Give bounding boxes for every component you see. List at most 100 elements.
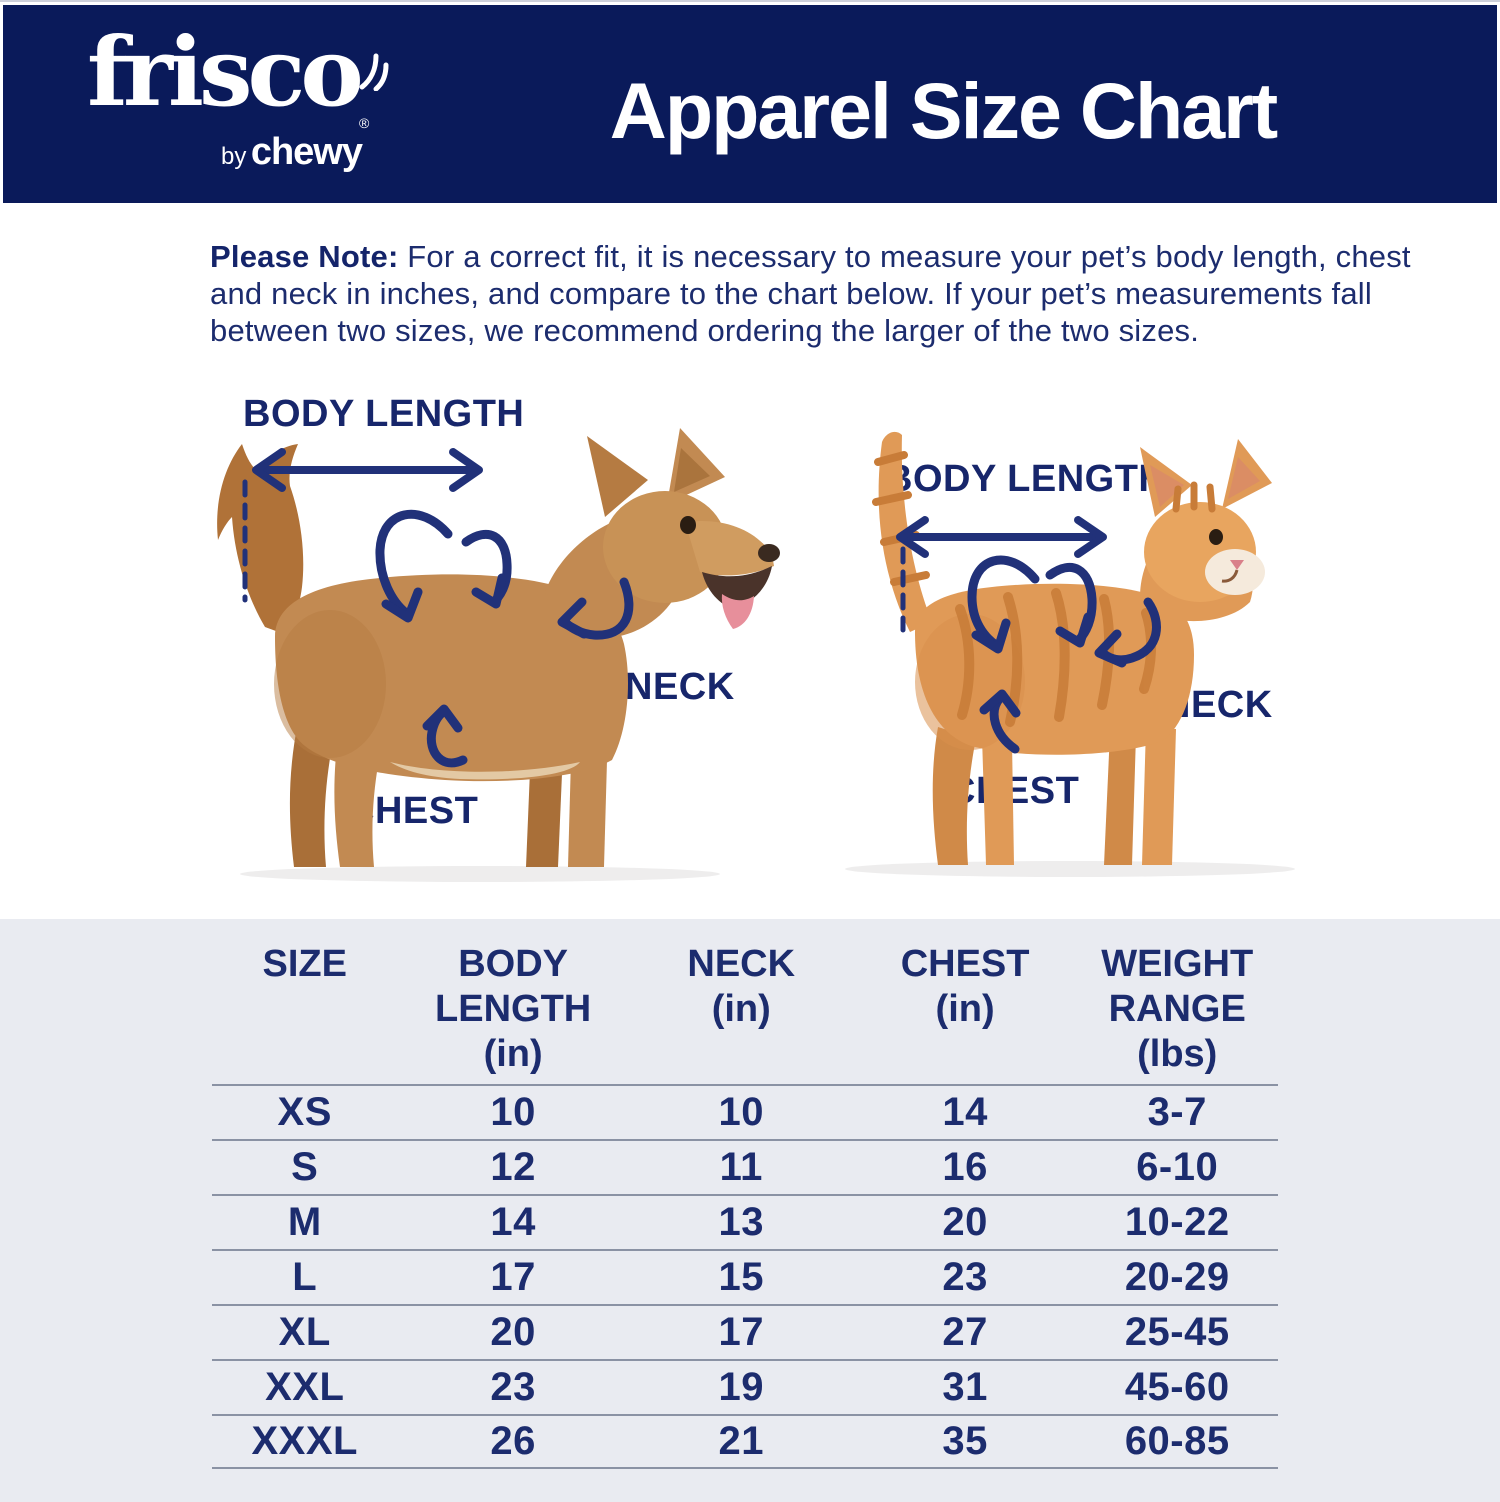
dog-ear-inner [674, 448, 710, 492]
cell-chest: 31 [942, 1365, 988, 1409]
cat-eye [1209, 529, 1223, 545]
cell-chest: 27 [942, 1310, 988, 1354]
cat-front-leg-far [1104, 732, 1136, 865]
cell-weight-range: 6-10 [1136, 1145, 1219, 1189]
column-header-weight-range: WEIGHT RANGE (lbs) [1101, 943, 1254, 1075]
cat-illustration [845, 431, 1295, 877]
dog-annotations [242, 448, 634, 768]
dog-body-length-label: BODY LENGTH [243, 393, 525, 435]
cat-mouth [1221, 569, 1239, 583]
cat-rear-leg-near [982, 737, 1014, 865]
cell-weight-range: 10-22 [1124, 1200, 1230, 1244]
cat-shadow [845, 861, 1295, 877]
column-header-body-length: BODY LENGTH (in) [435, 943, 592, 1075]
cell-body-length: 14 [490, 1200, 536, 1244]
registered-mark: ® [359, 115, 370, 131]
cell-weight-range: 25-45 [1124, 1310, 1230, 1354]
table-row-xl: XL 20 17 27 25-45 [212, 1304, 1278, 1359]
cell-chest: 35 [942, 1419, 988, 1463]
cell-neck: 10 [718, 1090, 764, 1134]
cell-neck: 19 [718, 1365, 764, 1409]
dog-mouth [702, 566, 772, 609]
cell-size: XXXL [251, 1419, 358, 1463]
cell-chest: 23 [942, 1255, 988, 1299]
cat-body-art [872, 431, 1272, 865]
frisco-logo: frisco ® by chewy [87, 23, 407, 193]
cell-body-length: 10 [490, 1090, 536, 1134]
cell-body-length: 20 [490, 1310, 536, 1354]
dog-illustration [217, 428, 780, 882]
cell-body-length: 23 [490, 1365, 536, 1409]
table-row-xxl: XXL 23 19 31 45-60 [212, 1359, 1278, 1414]
cell-neck: 11 [719, 1145, 763, 1189]
chewy-wordmark: chewy [250, 131, 363, 173]
table-row-xs: XS 10 10 14 3-7 [212, 1084, 1278, 1139]
cell-weight-range: 45-60 [1124, 1365, 1230, 1409]
dog-muzzle [685, 520, 774, 576]
dog-shadow [240, 866, 720, 882]
cat-ear-left-inner [1150, 465, 1184, 507]
dog-rear-leg-far [289, 722, 334, 867]
cat-annotations [896, 516, 1161, 754]
cat-front-leg-near [1142, 727, 1176, 865]
cell-size: XL [278, 1310, 331, 1354]
cat-body-length-arrow [896, 516, 1107, 633]
cell-body-length: 26 [490, 1419, 536, 1463]
cell-weight-range: 20-29 [1124, 1255, 1230, 1299]
cell-chest: 20 [942, 1200, 988, 1244]
cell-neck: 13 [718, 1200, 764, 1244]
column-header-chest: CHEST (in) [900, 943, 1030, 1030]
cell-chest: 14 [942, 1090, 988, 1134]
cell-neck: 21 [718, 1419, 764, 1463]
cell-size: S [291, 1145, 319, 1189]
dog-neck-label: NECK [625, 666, 735, 708]
dog-tongue [721, 594, 754, 629]
column-header-neck: NECK (in) [687, 943, 796, 1030]
cat-body-length-label: BODY LENGTH [885, 458, 1167, 500]
dog-ear-left [587, 436, 648, 517]
note-paragraph: Please Note: For a correct fit, it is ne… [210, 238, 1445, 349]
cat-neck-girth-arrow [1094, 597, 1161, 668]
cat-ear-right-inner [1228, 457, 1260, 499]
cell-weight-range: 3-7 [1147, 1090, 1207, 1134]
cell-body-length: 12 [490, 1145, 536, 1189]
dog-head [603, 491, 727, 603]
cell-size: XXL [265, 1365, 345, 1409]
dog-body-art [217, 428, 780, 867]
cat-chest-girth-arrow [967, 555, 1097, 654]
note-lead: Please Note: [210, 239, 399, 274]
cell-body-length: 17 [490, 1255, 536, 1299]
cat-nose [1230, 560, 1244, 570]
header-banner: frisco ® by chewy Apparel Size Chart [3, 5, 1497, 203]
size-table: SIZE BODY LENGTH (in) NECK (in) CHEST (i… [212, 942, 1278, 1469]
cell-neck: 17 [718, 1310, 764, 1354]
dog-eye [680, 516, 696, 534]
cat-forehead-stripes [1172, 481, 1216, 513]
dog-chest-pointer-arrow [422, 704, 468, 768]
column-header-size: SIZE [262, 943, 347, 985]
cell-size: XS [277, 1090, 332, 1134]
cat-rear-leg-far [932, 727, 976, 865]
note-text: For a correct fit, it is necessary to me… [210, 239, 1411, 348]
whisker-flick-icon [359, 53, 389, 91]
page-title: Apparel Size Chart [609, 66, 1278, 155]
cat-chest-pointer-arrow [979, 689, 1021, 754]
by-chewy-wordmark: by chewy [221, 131, 363, 174]
cell-chest: 16 [942, 1145, 988, 1189]
frisco-wordmark: frisco [87, 17, 364, 128]
cell-weight-range: 60-85 [1124, 1419, 1230, 1463]
dog-nose [758, 544, 780, 562]
cell-size: L [292, 1255, 318, 1299]
size-table-section: SIZE BODY LENGTH (in) NECK (in) CHEST (i… [0, 919, 1500, 1502]
table-row-s: S 12 11 16 6-10 [212, 1139, 1278, 1194]
cell-size: M [287, 1200, 322, 1244]
dog-haunch [274, 610, 386, 758]
dog-body-length-arrow [242, 448, 483, 603]
table-row-xxxl: XXXL 26 21 35 60-85 [212, 1414, 1278, 1469]
by-label: by [221, 143, 247, 170]
table-row-m: M 14 13 20 10-22 [212, 1194, 1278, 1249]
dog-neck-girth-arrow [557, 577, 634, 640]
table-header-row: SIZE BODY LENGTH (in) NECK (in) CHEST (i… [212, 942, 1278, 1084]
cell-neck: 15 [718, 1255, 764, 1299]
